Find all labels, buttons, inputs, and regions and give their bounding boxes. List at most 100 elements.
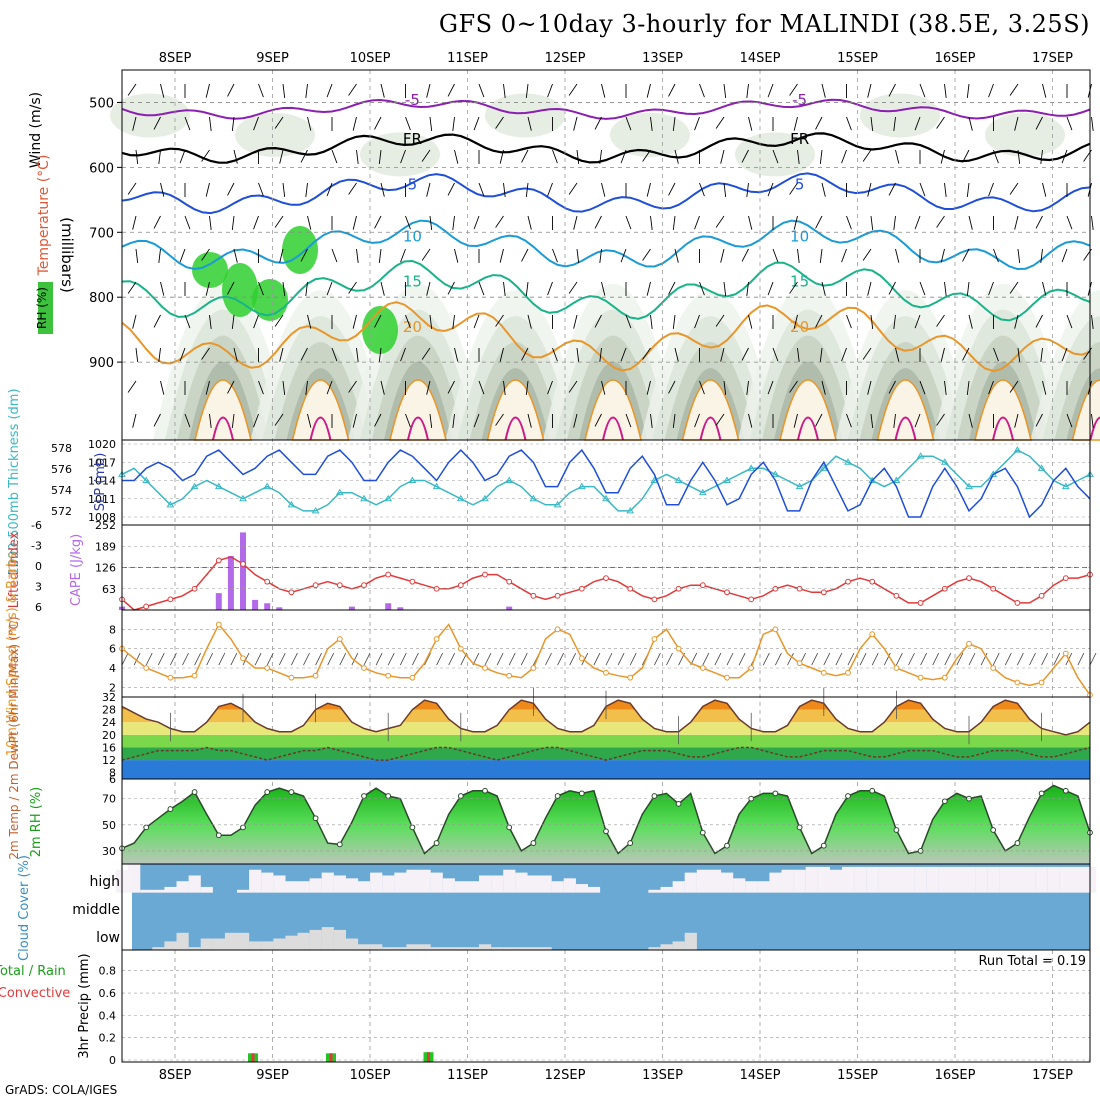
- wind-barb: [326, 182, 333, 197]
- high-cloud-gap: [781, 869, 794, 893]
- wind-barb: [233, 347, 238, 362]
- rh-cloud-shade: [485, 93, 565, 138]
- lifted-index-line-point: [288, 589, 295, 596]
- wind-barb: [231, 116, 235, 131]
- wind-barb: [620, 248, 627, 263]
- temp-tick-label: 6: [109, 773, 116, 786]
- wind-barb: [867, 83, 872, 98]
- wind-barb: [426, 281, 431, 296]
- rh-line-point: [578, 790, 585, 797]
- lifted-index-line-point: [240, 561, 246, 567]
- wind-barb-10m: [157, 652, 165, 666]
- thickness-tick-label: 574: [51, 484, 72, 497]
- lifted-index-line-point: [312, 582, 319, 589]
- wind-speed-line-point: [941, 674, 948, 681]
- cape-bar: [215, 593, 222, 610]
- wind-barb-10m: [1053, 652, 1061, 666]
- wind-barb: [253, 314, 259, 329]
- wind-barb: [132, 116, 137, 131]
- wind-barb-10m: [1004, 652, 1012, 666]
- thickness-line-point: [408, 476, 417, 483]
- wind-barb: [473, 413, 480, 428]
- rh-line-point: [361, 793, 367, 799]
- precip-axis-label: 3hr Precip (mm): [77, 953, 92, 1058]
- wind-speed-line-point: [361, 665, 367, 671]
- wind-barb-10m: [968, 652, 976, 666]
- wind-speed-line-point: [482, 665, 488, 671]
- thickness-tick-label: 576: [51, 463, 72, 476]
- high-cloud-gap: [200, 886, 213, 893]
- lifted-index-line-point: [1038, 592, 1045, 599]
- low-cloud-bar: [430, 947, 443, 950]
- wind-barb: [789, 182, 798, 195]
- wind-barb: [862, 248, 872, 261]
- wind-barb-10m: [484, 652, 492, 666]
- wind-tick-label: 6: [109, 643, 116, 656]
- wind-barb: [135, 347, 139, 362]
- wind-speed-line-point: [845, 669, 851, 676]
- lifted-index-line-point: [724, 589, 730, 596]
- wind-barb: [715, 116, 725, 129]
- rh-line-point: [240, 824, 246, 831]
- wind-barb: [601, 182, 606, 197]
- temp-tick-label: 32: [102, 691, 116, 704]
- lifted-index-line-point: [409, 578, 416, 585]
- hot-core: [407, 416, 429, 441]
- high-cloud-gap: [769, 872, 782, 893]
- low-cloud-bar: [418, 944, 431, 950]
- wind-speed-line-point: [627, 674, 634, 681]
- wind-barb: [568, 281, 578, 294]
- wind-barb-10m: [496, 652, 504, 666]
- wind-barb-10m: [520, 652, 528, 666]
- temp-tick-label: 16: [102, 741, 116, 754]
- wind-barb: [1061, 347, 1068, 362]
- high-cloud-gap: [721, 872, 734, 893]
- wind-barb: [914, 314, 921, 329]
- rh-moist-core: [192, 252, 228, 288]
- wind-barb: [258, 281, 264, 296]
- temp-contour-label: 20: [403, 318, 422, 336]
- wind-barb: [1066, 215, 1073, 230]
- rh-line-point: [990, 827, 997, 833]
- wind-barb: [132, 215, 137, 230]
- wind-barb: [594, 116, 602, 130]
- wind-barb-10m: [714, 652, 722, 666]
- high-cloud-gap: [273, 875, 286, 893]
- top-date-label: 17SEP: [1032, 51, 1073, 66]
- wind-barb: [841, 149, 847, 164]
- rh-line-point: [724, 842, 730, 849]
- thickness-line-point: [577, 482, 586, 490]
- wind-barb: [936, 215, 945, 228]
- wind-barb: [723, 281, 727, 296]
- bottom-date-label: 14SEP: [740, 1068, 781, 1083]
- high-cloud-gap: [660, 886, 673, 893]
- wind-barb: [552, 347, 558, 362]
- high-cloud-gap: [309, 878, 322, 893]
- wind-barb: [1040, 149, 1043, 164]
- low-cloud-bar: [237, 932, 250, 950]
- wind-barb: [233, 149, 238, 164]
- wind-barb: [160, 380, 165, 395]
- wind-barb: [789, 380, 798, 393]
- temp-contour-label: 10: [403, 227, 422, 245]
- rh-legend-swatch: [38, 282, 53, 334]
- wind-barb: [454, 248, 459, 263]
- temp-axis-label: 2m Temp / 2m DewPt (6hr Min/Max) (°C): [7, 616, 21, 859]
- wind-barb: [205, 182, 210, 197]
- low-cloud-bar: [224, 932, 238, 950]
- wind-barb: [919, 281, 926, 296]
- wind-barb: [599, 347, 602, 362]
- temp-contour-label: 5: [795, 175, 805, 193]
- wind-barb: [573, 215, 578, 230]
- rh-line-point: [143, 824, 150, 831]
- wind-barb-10m: [436, 652, 443, 666]
- wind-barb: [452, 314, 455, 329]
- wind-barb: [672, 314, 676, 329]
- wind-barb: [772, 248, 779, 263]
- high-cloud-gap: [188, 875, 201, 893]
- wind-barb: [699, 182, 705, 197]
- high-cloud-gap: [1047, 866, 1060, 893]
- rh-line-point: [820, 842, 827, 849]
- rh-tick-label: 30: [102, 845, 116, 858]
- wind-barb: [694, 413, 700, 428]
